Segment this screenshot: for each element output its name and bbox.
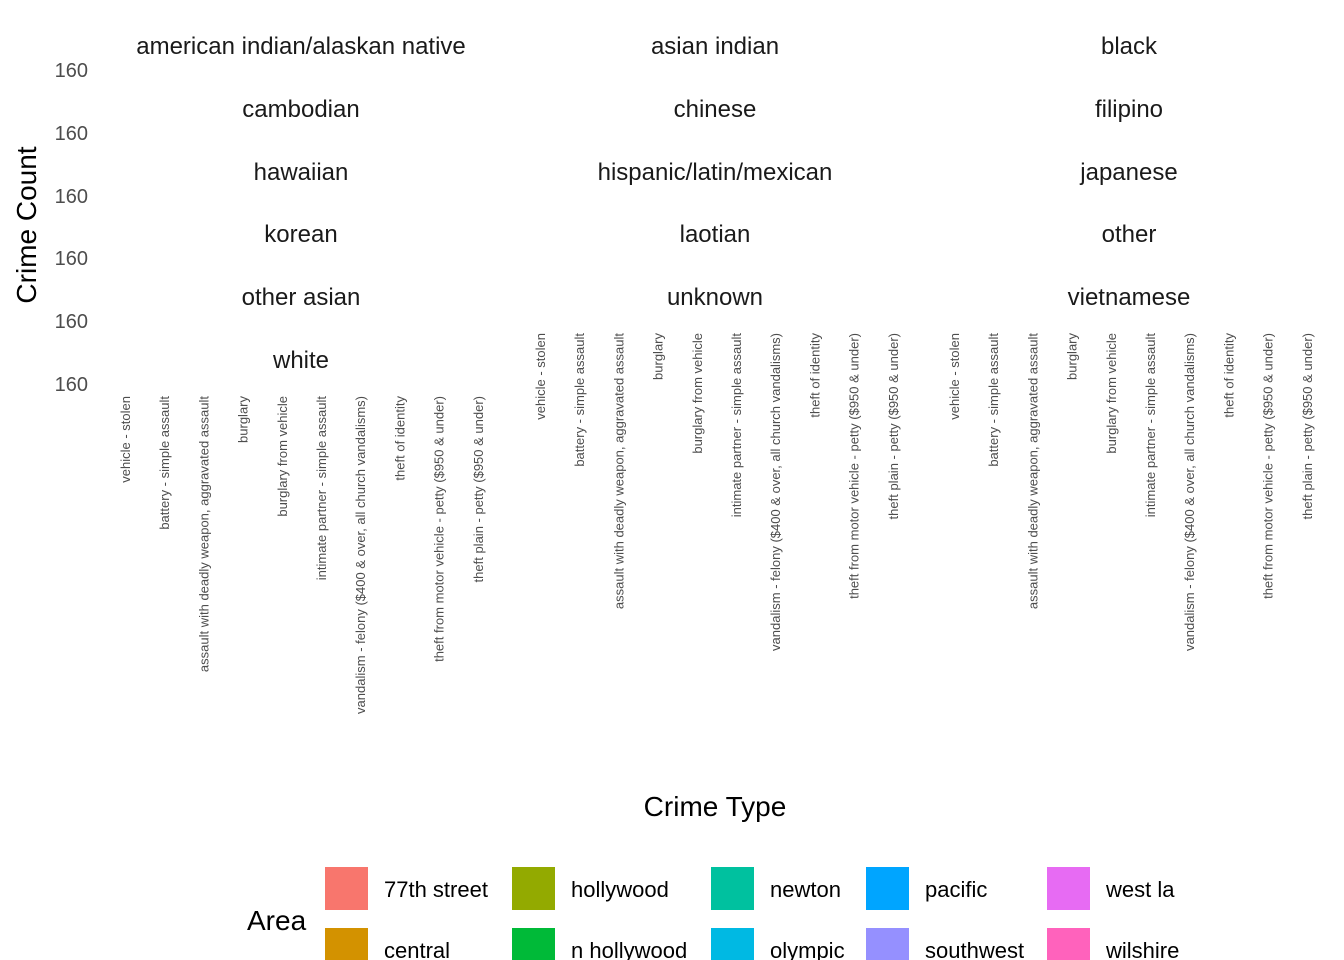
facet-strip-label: japanese bbox=[1079, 159, 1177, 186]
x-tick-label: vandalism - felony ($400 & over, all chu… bbox=[768, 333, 783, 651]
x-tick-label: theft from motor vehicle - petty ($950 &… bbox=[432, 396, 447, 662]
facet-strip-label: other asian bbox=[242, 284, 361, 311]
y-tick-label: 160 bbox=[55, 186, 88, 208]
facet-strip-label: black bbox=[1101, 33, 1158, 60]
legend-key bbox=[866, 867, 909, 910]
x-tick-label: theft plain - petty ($950 & under) bbox=[886, 333, 901, 519]
x-tick-label: assault with deadly weapon, aggravated a… bbox=[611, 333, 626, 609]
facet-strip-label: unknown bbox=[667, 284, 763, 311]
x-tick-label: battery - simple assault bbox=[986, 333, 1001, 467]
facet-strip-label: hawaiian bbox=[254, 159, 349, 186]
legend-key bbox=[711, 928, 754, 960]
facet-strip-label: vietnamese bbox=[1068, 284, 1191, 311]
facet-strip-label: white bbox=[272, 347, 329, 374]
y-tick-label: 160 bbox=[55, 374, 88, 396]
y-axis-title: Crime Count bbox=[11, 146, 42, 303]
x-tick-label: assault with deadly weapon, aggravated a… bbox=[196, 396, 211, 672]
facet-strip-label: american indian/alaskan native bbox=[136, 33, 466, 60]
facet-strip-label: cambodian bbox=[242, 96, 359, 123]
legend-label: pacific bbox=[925, 877, 987, 902]
facet-strip-label: korean bbox=[264, 221, 337, 248]
legend-label: olympic bbox=[770, 938, 845, 960]
x-tick-label: theft of identity bbox=[1221, 333, 1236, 418]
x-tick-label: intimate partner - simple assault bbox=[729, 333, 744, 518]
legend-key bbox=[512, 928, 555, 960]
x-tick-label: burglary from vehicle bbox=[690, 333, 705, 454]
legend-label: west la bbox=[1105, 877, 1175, 902]
x-tick-label: battery - simple assault bbox=[157, 396, 172, 530]
legend-key bbox=[711, 867, 754, 910]
x-tick-label: vehicle - stolen bbox=[118, 396, 133, 483]
x-tick-labels: vehicle - stolen battery - simple assault… bbox=[118, 333, 1315, 714]
legend: Area 77th street central hollywood n hollyw… bbox=[247, 867, 1179, 960]
x-tick-label: vandalism - felony ($400 & over, all chu… bbox=[1182, 333, 1197, 651]
legend-key bbox=[1047, 928, 1090, 960]
x-tick-label: theft from motor vehicle - petty ($950 &… bbox=[1261, 333, 1276, 599]
legend-label: wilshire bbox=[1105, 938, 1179, 960]
y-tick-label: 160 bbox=[55, 123, 88, 145]
legend-key bbox=[512, 867, 555, 910]
x-tick-label: intimate partner - simple assault bbox=[314, 396, 329, 581]
facet-strip-label: laotian bbox=[680, 221, 751, 248]
facet-strip-label: filipino bbox=[1095, 96, 1163, 123]
y-tick-label: 160 bbox=[55, 248, 88, 270]
legend-label: n hollywood bbox=[571, 938, 687, 960]
y-tick-label: 160 bbox=[55, 311, 88, 333]
x-tick-label: burglary from vehicle bbox=[275, 396, 290, 517]
x-tick-label: burglary bbox=[236, 396, 251, 443]
x-tick-label: vehicle - stolen bbox=[533, 333, 548, 420]
facet-strip-label: asian indian bbox=[651, 33, 779, 60]
legend-label: central bbox=[384, 938, 450, 960]
x-tick-label: vandalism - felony ($400 & over, all chu… bbox=[353, 396, 368, 714]
x-tick-label: theft plain - petty ($950 & under) bbox=[1300, 333, 1315, 519]
facet-strip-label: hispanic/latin/mexican bbox=[598, 159, 833, 186]
legend-key bbox=[325, 867, 368, 910]
legend-label: newton bbox=[770, 877, 841, 902]
y-tick-labels: 160 160 160 160 160 160 bbox=[55, 60, 88, 396]
x-tick-label: theft of identity bbox=[807, 333, 822, 418]
facet-strip-labels: american indian/alaskan native asian indi… bbox=[136, 33, 1190, 374]
x-tick-label: burglary bbox=[1065, 333, 1080, 380]
x-tick-label: theft from motor vehicle - petty ($950 &… bbox=[847, 333, 862, 599]
legend-key bbox=[325, 928, 368, 960]
x-tick-label: theft plain - petty ($950 & under) bbox=[471, 396, 486, 582]
x-axis-title: Crime Type bbox=[644, 791, 787, 822]
legend-title: Area bbox=[247, 905, 307, 936]
legend-label: southwest bbox=[925, 938, 1024, 960]
facet-strip-label: chinese bbox=[674, 96, 757, 123]
x-tick-label: vehicle - stolen bbox=[947, 333, 962, 420]
x-tick-label: theft of identity bbox=[392, 396, 407, 481]
facet-strip-label: other bbox=[1102, 221, 1157, 248]
x-tick-label: assault with deadly weapon, aggravated a… bbox=[1025, 333, 1040, 609]
y-tick-label: 160 bbox=[55, 60, 88, 82]
x-tick-label: intimate partner - simple assault bbox=[1143, 333, 1158, 518]
x-tick-label: burglary from vehicle bbox=[1104, 333, 1119, 454]
legend-key bbox=[866, 928, 909, 960]
legend-label: 77th street bbox=[384, 877, 488, 902]
legend-key bbox=[1047, 867, 1090, 910]
legend-label: hollywood bbox=[571, 877, 669, 902]
x-tick-label: burglary bbox=[651, 333, 666, 380]
x-tick-label: battery - simple assault bbox=[572, 333, 587, 467]
